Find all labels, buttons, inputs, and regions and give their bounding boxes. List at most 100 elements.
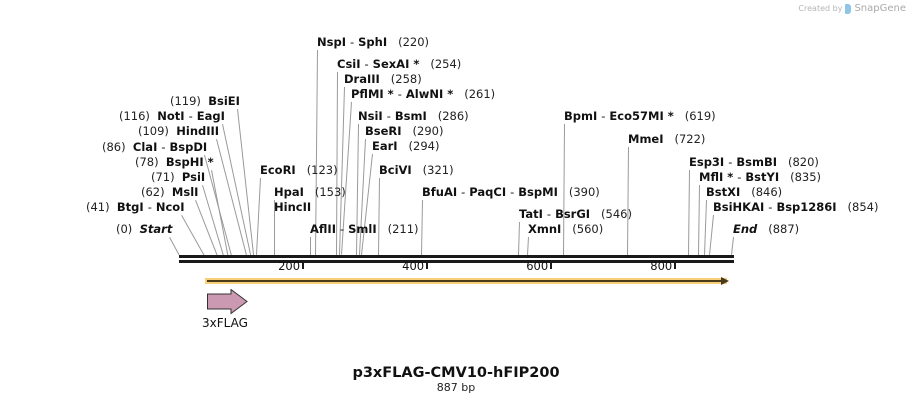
enzyme-name: BtgI - NcoI	[116, 200, 185, 214]
enzyme-site-bsihkai-bsp1286i[interactable]: BsiHKAI - Bsp1286I (854)	[713, 201, 878, 214]
enzyme-site-xmni[interactable]: XmnI (560)	[528, 223, 603, 236]
enzyme-site-noti-eagi[interactable]: (116) NotI - EagI	[119, 110, 225, 123]
enzyme-site-mfli-bstyi[interactable]: MflI * - BstYI (835)	[699, 171, 821, 184]
enzyme-position: (390)	[568, 185, 600, 199]
enzyme-site-end[interactable]: End (887)	[733, 223, 799, 236]
enzyme-name: BfuAI - PaqCI - BspMI	[422, 185, 558, 199]
feature-arrow-3xflag-icon[interactable]	[207, 289, 249, 315]
enzyme-name: NspI - SphI	[317, 35, 388, 49]
credit-brand: SnapGene	[854, 3, 906, 14]
ruler-tick-label: 800	[650, 259, 673, 273]
enzyme-site-esp3i-bsmbi[interactable]: Esp3I - BsmBI (820)	[689, 156, 819, 169]
enzyme-position: (286)	[437, 109, 469, 123]
enzyme-leader-line	[527, 236, 529, 255]
ruler-tick-label: 400	[402, 259, 425, 273]
enzyme-position: (78)	[135, 155, 159, 169]
snapgene-credit: Created by SnapGene	[798, 3, 906, 14]
enzyme-site-msli[interactable]: (62) MslI	[141, 186, 198, 199]
enzyme-position: (846)	[751, 185, 783, 199]
enzyme-site-bstxi[interactable]: BstXI (846)	[706, 186, 782, 199]
enzyme-name: XmnI	[528, 222, 562, 236]
enzyme-name: MflI * - BstYI	[699, 170, 780, 184]
enzyme-name: HindIII	[176, 124, 220, 138]
ruler-tick	[550, 261, 553, 269]
enzyme-name: DraIII	[344, 72, 380, 86]
enzyme-site-bseri[interactable]: BseRI (290)	[365, 125, 443, 138]
enzyme-site-psii[interactable]: (71) PsiI	[151, 171, 205, 184]
enzyme-position: (722)	[674, 132, 706, 146]
enzyme-site-aflii-smli[interactable]: AflII - SmlI (211)	[310, 223, 419, 236]
enzyme-position: (835)	[790, 170, 822, 184]
enzyme-name: Start	[139, 222, 173, 236]
enzyme-name: EarI	[372, 139, 398, 153]
enzyme-leader-line	[731, 236, 734, 255]
enzyme-name: CsiI - SexAI *	[337, 57, 420, 71]
credit-prefix: Created by	[798, 4, 843, 13]
enzyme-site-mmei[interactable]: MmeI (722)	[628, 133, 705, 146]
enzyme-name: NsiI - BsmI	[358, 109, 427, 123]
enzyme-name: BpmI - Eco57MI *	[564, 109, 674, 123]
enzyme-site-hpai[interactable]: HpaI (153)	[274, 186, 346, 199]
enzyme-name: BseRI	[365, 124, 402, 138]
enzyme-site-ecori[interactable]: EcoRI (123)	[260, 164, 338, 177]
enzyme-name: BsiHKAI - Bsp1286I	[713, 200, 837, 214]
orf-bar-core	[207, 280, 721, 282]
enzyme-name: AflII - SmlI	[310, 222, 377, 236]
enzyme-position: (290)	[412, 124, 444, 138]
enzyme-site-draiii[interactable]: DraIII (258)	[344, 73, 422, 86]
snapgene-logo-icon	[845, 3, 852, 14]
feature-label-3xflag: 3xFLAG	[202, 316, 248, 330]
enzyme-position: (254)	[430, 57, 462, 71]
enzyme-name: Esp3I - BsmBI	[689, 155, 778, 169]
enzyme-site-nsii-bsmi[interactable]: NsiI - BsmI (286)	[358, 110, 469, 123]
enzyme-leader-line	[181, 215, 205, 256]
enzyme-name: ClaI - BspDI	[132, 140, 208, 154]
enzyme-position: (41)	[86, 200, 110, 214]
enzyme-site-btgi-ncoi[interactable]: (41) BtgI - NcoI	[86, 201, 184, 214]
enzyme-leader-line	[688, 169, 690, 255]
enzyme-position: (258)	[390, 72, 422, 86]
enzyme-site-bpmi-eco57mi[interactable]: BpmI - Eco57MI * (619)	[564, 110, 716, 123]
enzyme-site-tati-bsrgi[interactable]: TatI - BsrGI (546)	[519, 208, 632, 221]
sequence-backbone-bottom-strand[interactable]	[179, 260, 734, 263]
enzyme-site-eari[interactable]: EarI (294)	[372, 140, 439, 153]
enzyme-site-pflmi-alwni[interactable]: PflMI * - AlwNI * (261)	[351, 88, 495, 101]
enzyme-name: BsiEI	[208, 94, 240, 108]
ruler-tick	[674, 261, 677, 269]
enzyme-site-hincii[interactable]: HincII	[274, 201, 311, 214]
enzyme-site-csii-sexai[interactable]: CsiI - SexAI * (254)	[337, 58, 461, 71]
enzyme-position: (62)	[141, 185, 165, 199]
enzyme-site-clai-bspdi[interactable]: (86) ClaI - BspDI	[102, 141, 207, 154]
enzyme-name: HpaI	[274, 185, 304, 199]
enzyme-name: BciVI	[379, 163, 412, 177]
enzyme-site-bsiei[interactable]: (119) BsiEI	[170, 95, 240, 108]
sequence-backbone-top-strand[interactable]	[179, 255, 734, 258]
enzyme-leader-line	[421, 199, 423, 255]
enzyme-position: (109)	[138, 124, 169, 138]
enzyme-name: PflMI * - AlwNI *	[351, 87, 454, 101]
enzyme-site-bsphi[interactable]: (78) BspHI *	[135, 156, 214, 169]
enzyme-position: (294)	[408, 139, 440, 153]
ruler-tick	[302, 261, 305, 269]
enzyme-site-bfuai-paqci-bspmi[interactable]: BfuAI - PaqCI - BspMI (390)	[422, 186, 600, 199]
enzyme-site-start[interactable]: (0) Start	[116, 223, 172, 236]
orf-arrowhead-icon	[721, 277, 729, 285]
enzyme-position: (0)	[116, 222, 133, 236]
enzyme-leader-line	[698, 184, 700, 255]
enzyme-name: EcoRI	[260, 163, 296, 177]
enzyme-position: (321)	[422, 163, 454, 177]
enzyme-name: End	[733, 222, 758, 236]
enzyme-position: (560)	[572, 222, 604, 236]
enzyme-position: (820)	[787, 155, 819, 169]
enzyme-position: (119)	[170, 94, 201, 108]
enzyme-site-bcivi[interactable]: BciVI (321)	[379, 164, 454, 177]
enzyme-name: HincII	[274, 200, 312, 214]
enzyme-name: BstXI	[706, 185, 741, 199]
enzyme-position: (546)	[601, 207, 632, 221]
enzyme-position: (153)	[314, 185, 346, 199]
ruler-tick-label: 200	[278, 259, 301, 273]
enzyme-position: (261)	[464, 87, 496, 101]
enzyme-name: PsiI	[181, 170, 206, 184]
enzyme-site-nspi-sphi[interactable]: NspI - SphI (220)	[317, 36, 429, 49]
enzyme-site-hindiii[interactable]: (109) HindIII	[138, 125, 219, 138]
